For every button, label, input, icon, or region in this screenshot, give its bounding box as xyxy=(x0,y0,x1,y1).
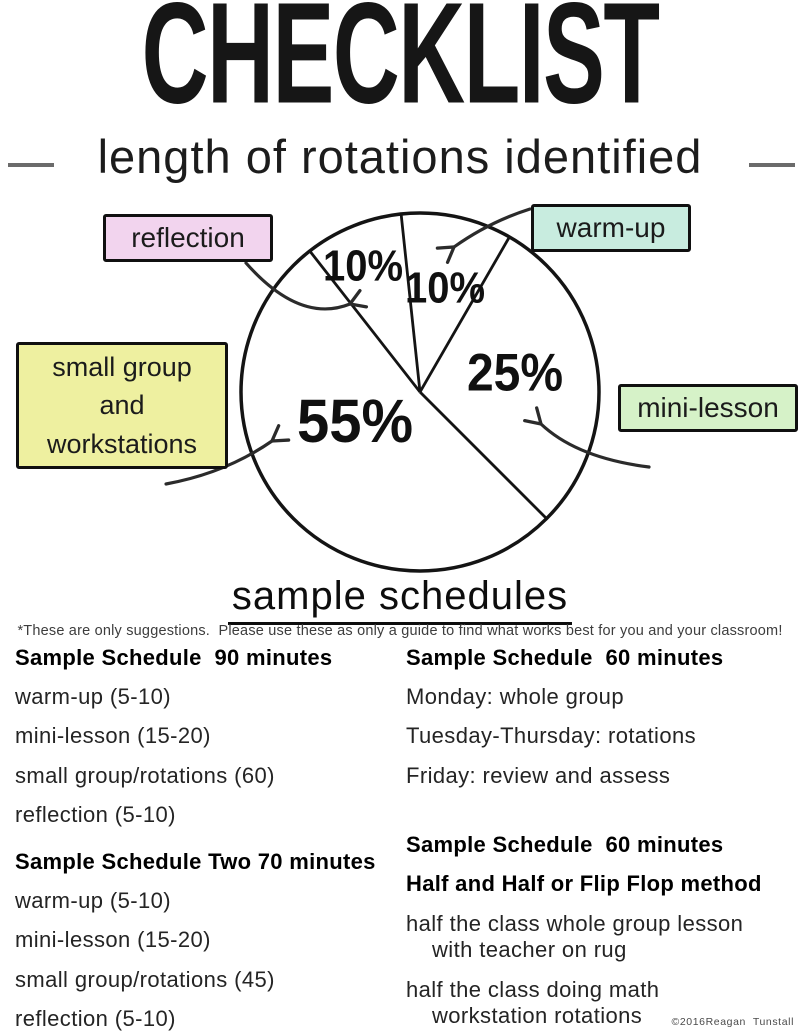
schedule-line: Monday: whole group xyxy=(406,684,624,710)
reflection-percent-label: 10% xyxy=(323,241,404,291)
schedule-paragraph: half the class whole group lesson with t… xyxy=(406,911,798,963)
section-heading-wrap: sample schedules xyxy=(0,574,800,625)
reflection-callout: reflection xyxy=(103,214,273,262)
schedule-line-continuation: workstation rotations xyxy=(432,1002,643,1028)
schedule-line: small group/rotations (60) xyxy=(15,762,275,788)
page-subtitle: length of rotations identified xyxy=(97,130,703,183)
minilesson-percent-label: 25% xyxy=(466,344,564,403)
smallgroup-percent-label: 55% xyxy=(296,387,414,456)
schedule-title: Sample Schedule Two 70 minutes xyxy=(15,848,376,874)
schedule-paragraph: half the class doing math workstation ro… xyxy=(406,977,798,1029)
copyright-text: ©2016Reagan Tunstall xyxy=(671,1016,794,1028)
schedule-subtitle: Half and Half or Flip Flop method xyxy=(406,870,762,896)
schedule-line: small group/rotations (45) xyxy=(15,966,275,992)
schedule-title: Sample Schedule 60 minutes xyxy=(406,645,724,670)
schedule-column-right: Sample Schedule 60 minutes Monday: whole… xyxy=(406,645,798,1035)
schedule-line-continuation: with teacher on rug xyxy=(432,937,627,963)
schedule-title: Sample Schedule 60 minutes xyxy=(406,831,724,857)
subtitle-left-dash xyxy=(8,163,54,167)
warmup-arrow xyxy=(435,207,532,264)
schedule-line: half the class doing math xyxy=(406,977,660,1003)
smallgroup-callout: small group and workstations xyxy=(16,342,228,469)
schedule-line: warm-up (5-10) xyxy=(15,888,171,914)
schedule-title: Sample Schedule 90 minutes xyxy=(15,645,333,670)
schedule-line: reflection (5-10) xyxy=(15,1005,176,1031)
schedule-line: mini-lesson (15-20) xyxy=(15,723,211,749)
slice-boundary-minilesson-smallgroup xyxy=(419,391,548,520)
schedule-line: half the class whole group lesson xyxy=(406,911,744,937)
schedule-line: Friday: review and assess xyxy=(406,762,671,788)
minilesson-callout: mini-lesson xyxy=(618,384,798,432)
schedule-column-left: Sample Schedule 90 minutes warm-up (5-10… xyxy=(15,645,400,1035)
page-title: CHECKLIST xyxy=(141,0,660,134)
subtitle-row: length of rotations identified xyxy=(0,126,800,187)
schedule-line: mini-lesson (15-20) xyxy=(15,927,211,953)
schedule-line: reflection (5-10) xyxy=(15,801,176,827)
warmup-percent-label: 10% xyxy=(405,263,486,313)
disclaimer-note: *These are only suggestions. Please use … xyxy=(17,623,783,639)
schedule-line: Tuesday-Thursday: rotations xyxy=(406,723,697,749)
warmup-callout: warm-up xyxy=(531,204,691,252)
section-heading: sample schedules xyxy=(227,574,573,625)
title-wrap: CHECKLIST xyxy=(0,0,800,125)
schedule-line: warm-up (5-10) xyxy=(15,684,171,710)
subtitle-right-dash xyxy=(749,163,795,167)
